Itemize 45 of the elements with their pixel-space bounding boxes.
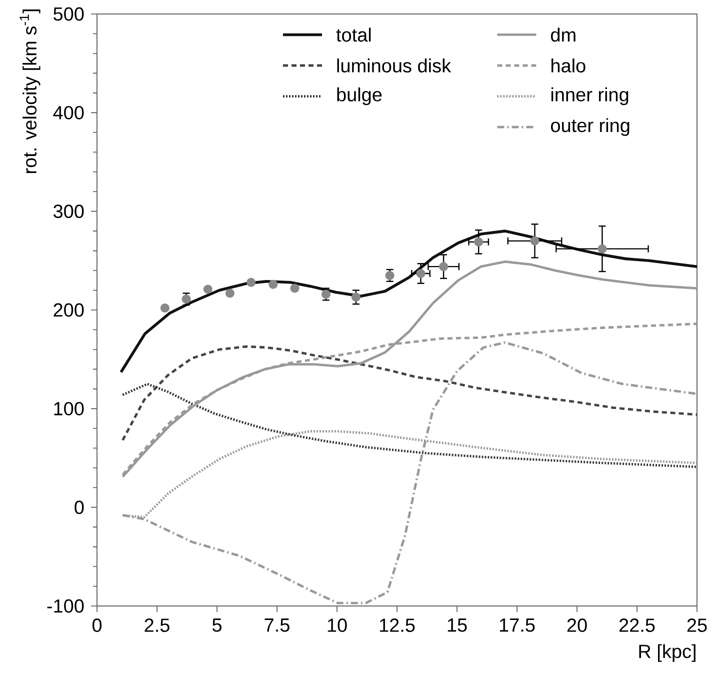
x-tick-label: 7.5 <box>264 618 290 632</box>
legend-label: halo <box>552 58 586 72</box>
y-tick-label: 100 <box>54 402 84 416</box>
x-tick-label: 25 <box>687 618 707 632</box>
point <box>439 262 448 272</box>
line-series <box>121 345 698 442</box>
point <box>182 294 191 304</box>
legend-label: total <box>336 28 371 42</box>
point <box>416 268 426 278</box>
line-series <box>120 230 698 374</box>
x-tick-label: 10 <box>328 618 347 632</box>
y-tick-label: 500 <box>54 7 84 21</box>
point <box>268 280 278 289</box>
x-tick-label: 2.5 <box>144 618 170 632</box>
x-axis-title: R [kpc] <box>639 644 696 662</box>
y-axis-title: rot. velocity [km s$^{-1}$] <box>20 10 40 174</box>
point <box>385 270 394 280</box>
point <box>203 284 212 294</box>
y-tick-label: 200 <box>54 303 84 317</box>
point <box>474 237 484 246</box>
y-tick-label: 0 <box>74 500 84 514</box>
x-tick-label: 20 <box>567 618 587 632</box>
point <box>246 278 256 287</box>
legend-label: outer ring <box>551 118 630 136</box>
point <box>351 292 360 302</box>
x-tick-label: 15 <box>448 618 467 632</box>
x-tick-label: 22.5 <box>619 618 655 632</box>
legend-label: bulge <box>337 87 382 106</box>
legend-label: inner ring <box>551 87 628 106</box>
x-tick-label: 0 <box>92 618 102 632</box>
point <box>290 284 300 293</box>
point <box>598 244 607 254</box>
line-series <box>121 382 698 468</box>
x-tick-label: 17.5 <box>500 618 535 632</box>
x-tick-label: 5 <box>212 618 222 632</box>
point <box>225 288 234 298</box>
legend-label: luminous disk <box>337 58 452 72</box>
y-tick-label: 300 <box>53 204 84 218</box>
y-tick-label: -100 <box>47 599 84 613</box>
point <box>530 236 540 246</box>
point <box>321 290 330 299</box>
y-tick-label: 400 <box>53 106 84 120</box>
x-tick-label: 12.5 <box>380 618 415 632</box>
point <box>160 304 170 313</box>
legend-label: dm <box>551 28 576 42</box>
